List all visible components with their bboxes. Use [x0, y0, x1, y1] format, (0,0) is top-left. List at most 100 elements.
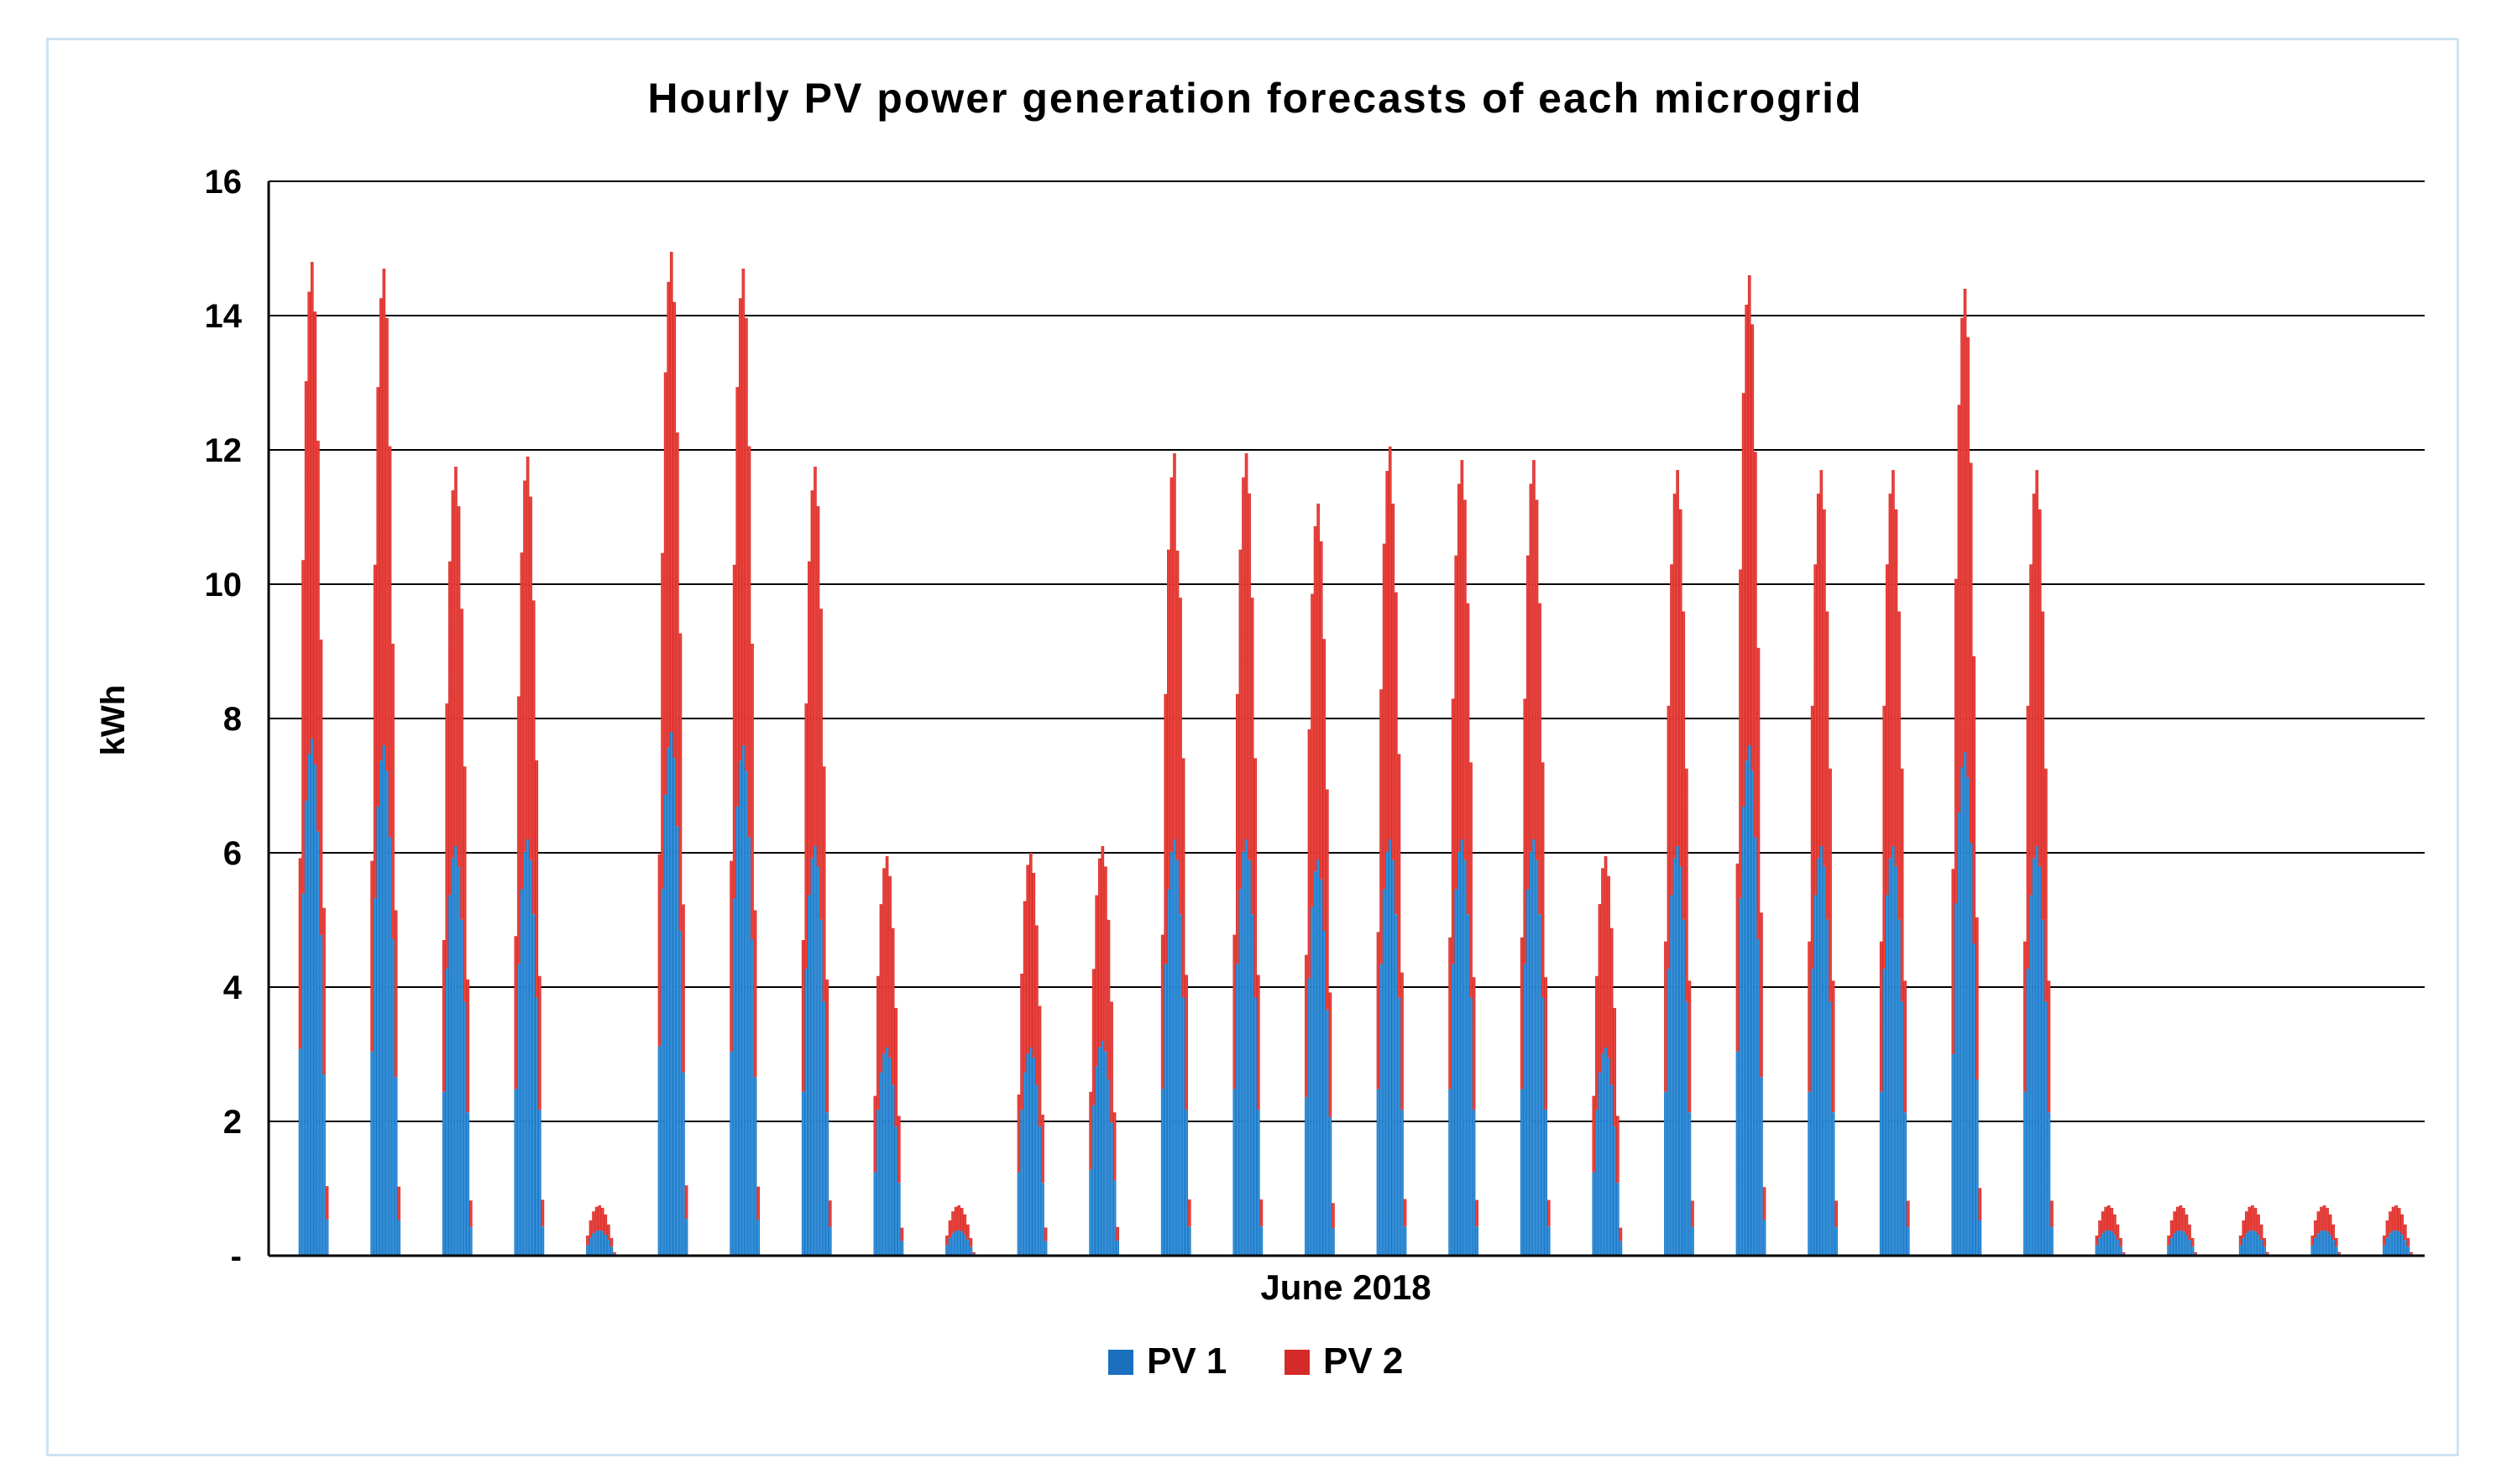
bar-pv2-day27-h15 — [2182, 1208, 2185, 1232]
day-28-bars — [2238, 1205, 2269, 1256]
bar-pv1-day8-h17 — [822, 1001, 826, 1256]
bar-pv1-day6-h18 — [682, 1072, 685, 1256]
bar-pv1-day22-h13 — [1816, 858, 1820, 1256]
bar-pv1-day2-h15 — [385, 771, 389, 1256]
bar-pv1-day14-h18 — [1257, 1110, 1260, 1256]
bar-pv1-day4-h18 — [538, 1110, 542, 1256]
bar-pv1-day3-h12 — [448, 895, 452, 1256]
bar-pv1-day26-h15 — [2110, 1231, 2114, 1256]
bar-pv2-day5-h17 — [607, 1224, 610, 1241]
bar-pv2-day26-h19 — [2122, 1251, 2126, 1254]
bar-pv1-day15-h18 — [1328, 1116, 1332, 1256]
bar-pv1-day27-h10 — [2167, 1245, 2170, 1256]
legend-label-2: PV 2 — [1323, 1340, 1403, 1382]
bar-pv1-day7-h18 — [753, 1077, 757, 1256]
bar-pv1-day23-h15 — [1894, 866, 1898, 1256]
bar-pv2-day19-h10 — [1592, 1095, 1596, 1173]
bar-pv2-day13-h17 — [1181, 758, 1185, 998]
bar-pv2-day10-h13 — [954, 1206, 958, 1231]
bar-pv1-day22-h19 — [1834, 1226, 1839, 1256]
bar-pv1-day26-h11 — [2098, 1237, 2101, 1256]
bar-pv1-day12-h18 — [1112, 1180, 1117, 1256]
bar-pv1-day20-h14 — [1676, 846, 1679, 1256]
bar-pv1-day17-h16 — [1466, 914, 1470, 1256]
bar-pv2-day9-h14 — [885, 856, 889, 1048]
bar-pv2-day24-h13 — [1960, 317, 1964, 767]
bar-pv2-day7-h15 — [745, 317, 748, 771]
bar-pv2-day4-h10 — [514, 936, 518, 1089]
bar-pv1-day20-h18 — [1688, 1112, 1692, 1256]
bar-pv2-day10-h11 — [948, 1220, 952, 1238]
bar-pv2-day14-h17 — [1253, 758, 1258, 998]
bar-pv2-day18-h18 — [1544, 977, 1548, 1110]
bar-pv2-day20-h10 — [1664, 941, 1667, 1092]
bar-pv1-day14-h15 — [1248, 860, 1251, 1256]
bar-pv2-day8-h11 — [804, 703, 808, 969]
bar-pv2-day21-h12 — [1741, 393, 1745, 807]
bar-pv1-day20-h19 — [1691, 1226, 1694, 1256]
bar-pv2-day23-h10 — [1879, 941, 1883, 1092]
bar-pv2-day23-h17 — [1900, 768, 1904, 1002]
bar-pv2-day27-h11 — [2169, 1220, 2174, 1238]
bar-pv1-day24-h15 — [1966, 777, 1970, 1256]
bar-pv2-day2-h18 — [394, 910, 398, 1078]
bar-pv1-day1-h15 — [313, 764, 317, 1256]
bar-pv1-day12-h19 — [1116, 1241, 1120, 1256]
bar-pv2-day17-h13 — [1457, 483, 1461, 852]
bar-pv1-day19-h13 — [1601, 1053, 1604, 1256]
bar-pv2-day19-h16 — [1609, 928, 1614, 1085]
bar-pv2-day24-h12 — [1957, 405, 1961, 813]
bar-pv2-day17-h14 — [1460, 460, 1464, 839]
x-axis-label: June 2018 — [1260, 1267, 1431, 1307]
bar-pv2-day28-h16 — [2257, 1214, 2260, 1236]
bar-pv2-day24-h14 — [1963, 289, 1967, 752]
bar-pv2-day27-h13 — [2175, 1206, 2179, 1231]
bar-pv2-day13-h19 — [1187, 1199, 1191, 1227]
bar-pv2-day8-h10 — [801, 940, 805, 1092]
bar-pv1-day9-h10 — [873, 1172, 877, 1256]
day-23-bars — [1879, 470, 1910, 1256]
bar-pv1-day21-h13 — [1745, 760, 1749, 1256]
bar-pv1-day16-h14 — [1388, 839, 1392, 1256]
bar-pv2-day14-h11 — [1236, 693, 1239, 964]
day-27-bars — [2167, 1205, 2198, 1256]
day-10-bars — [945, 1205, 976, 1256]
bar-pv2-day24-h10 — [1951, 869, 1955, 1054]
bar-pv1-day5-h11 — [589, 1237, 593, 1256]
bar-pv1-day8-h18 — [825, 1112, 829, 1256]
bar-pv2-day2-h10 — [370, 860, 374, 1052]
bar-pv2-day21-h10 — [1735, 863, 1740, 1052]
bar-pv2-day27-h10 — [2167, 1236, 2170, 1246]
bar-pv1-day2-h14 — [382, 745, 386, 1256]
bar-pv1-day18-h12 — [1526, 889, 1530, 1256]
bar-pv2-day20-h19 — [1691, 1200, 1694, 1227]
bar-pv1-day29-h14 — [2322, 1230, 2326, 1256]
bar-pv1-day28-h14 — [2251, 1230, 2254, 1256]
bar-pv1-day29-h11 — [2314, 1237, 2317, 1256]
bar-pv1-day6-h19 — [684, 1219, 688, 1256]
bar-pv2-day11-h13 — [1026, 865, 1030, 1054]
bar-pv1-day15-h16 — [1322, 930, 1326, 1256]
bar-pv1-day6-h16 — [676, 826, 679, 1256]
bar-pv1-day14-h17 — [1253, 997, 1258, 1256]
bar-pv1-day25-h12 — [2029, 895, 2033, 1256]
bar-pv2-day4-h18 — [538, 975, 542, 1110]
bar-pv2-day13-h14 — [1173, 453, 1176, 839]
bar-pv2-day29-h13 — [2320, 1206, 2323, 1231]
bar-pv1-day1-h14 — [310, 739, 314, 1256]
bar-pv1-day20-h16 — [1682, 919, 1686, 1256]
bar-pv1-day8-h19 — [828, 1226, 832, 1256]
bar-pv1-day17-h18 — [1472, 1110, 1476, 1256]
bar-pv1-day13-h10 — [1160, 1089, 1164, 1256]
bar-pv1-day29-h17 — [2331, 1240, 2336, 1256]
bar-pv2-day6-h13 — [667, 281, 671, 748]
bar-pv1-day29-h18 — [2335, 1246, 2338, 1256]
bar-pv1-day9-h18 — [897, 1183, 901, 1256]
bar-pv1-day1-h12 — [304, 800, 308, 1256]
bar-pv1-day17-h15 — [1463, 860, 1467, 1256]
bar-pv2-day27-h17 — [2188, 1224, 2191, 1241]
bar-pv1-day4-h19 — [541, 1226, 545, 1256]
bar-pv2-day27-h12 — [2173, 1211, 2177, 1234]
day-9-bars — [873, 856, 904, 1256]
bar-pv2-day13-h12 — [1167, 549, 1170, 890]
